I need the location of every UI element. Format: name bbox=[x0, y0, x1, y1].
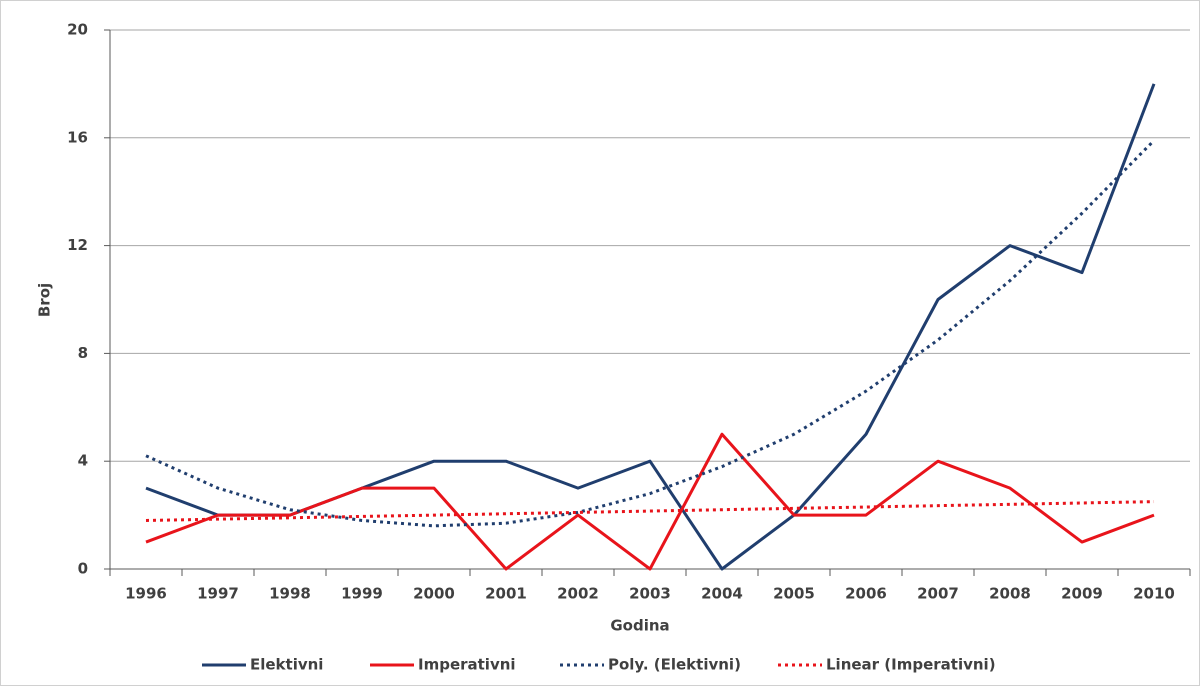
y-tick-label: 16 bbox=[67, 128, 88, 146]
series-line bbox=[145, 432, 1155, 571]
x-tick-label: 1999 bbox=[341, 585, 383, 603]
x-tick-label: 2000 bbox=[413, 585, 455, 603]
x-axis-title: Godina bbox=[610, 617, 669, 635]
x-tick-label: 2004 bbox=[701, 585, 743, 603]
x-tick-label: 1996 bbox=[125, 585, 167, 603]
legend-label: Imperativni bbox=[418, 656, 516, 674]
x-tick-label: 2009 bbox=[1061, 585, 1103, 603]
x-tick-label: 2010 bbox=[1133, 585, 1175, 603]
series-line bbox=[145, 139, 1156, 528]
series-line bbox=[145, 500, 1155, 522]
x-tick-label: 2006 bbox=[845, 585, 887, 603]
y-tick-label: 12 bbox=[67, 236, 88, 254]
y-axis-title: Broj bbox=[36, 283, 54, 317]
x-tick-label: 2008 bbox=[989, 585, 1031, 603]
legend-label: Poly. (Elektivni) bbox=[608, 656, 741, 674]
x-tick-label: 2003 bbox=[629, 585, 671, 603]
x-tick-label: 1998 bbox=[269, 585, 311, 603]
legend-label: Elektivni bbox=[250, 656, 323, 674]
x-tick-label: 2005 bbox=[773, 585, 815, 603]
x-tick-label: 2002 bbox=[557, 585, 599, 603]
x-tick-label: 2001 bbox=[485, 585, 527, 603]
y-tick-label: 4 bbox=[78, 452, 88, 470]
y-tick-label: 8 bbox=[78, 344, 88, 362]
x-tick-label: 1997 bbox=[197, 585, 239, 603]
y-tick-label: 0 bbox=[78, 560, 88, 578]
x-tick-label: 2007 bbox=[917, 585, 959, 603]
y-tick-label: 20 bbox=[67, 21, 88, 39]
legend-label: Linear (Imperativni) bbox=[826, 656, 996, 674]
